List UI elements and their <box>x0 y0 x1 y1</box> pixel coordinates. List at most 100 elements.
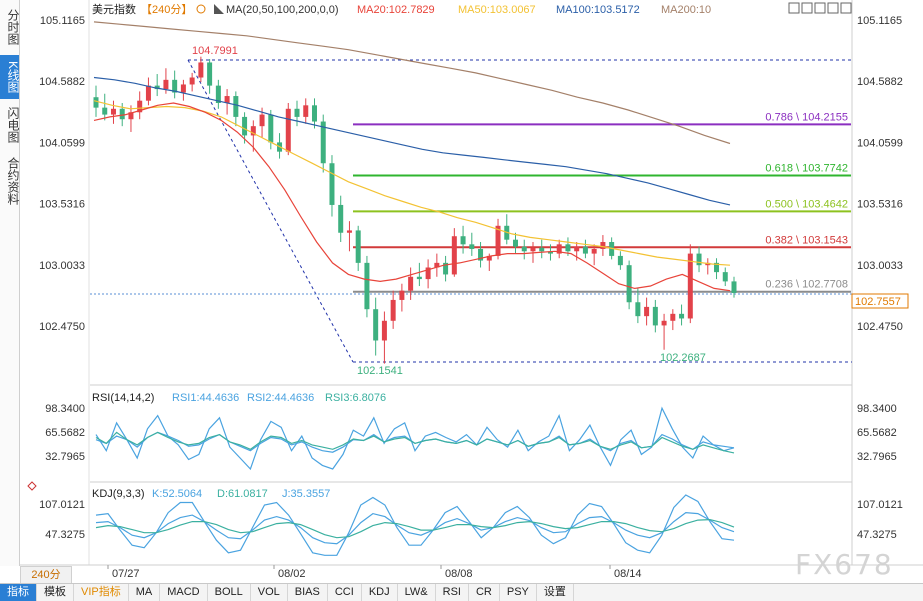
candle-body <box>652 306 658 326</box>
candle-body <box>119 108 125 120</box>
indicator-tab-9[interactable]: KDJ <box>362 584 398 601</box>
price-axis-left-label: 103.5316 <box>39 199 85 211</box>
candle-body <box>670 313 676 321</box>
candle-body <box>93 97 99 108</box>
price-axis-left-label: 105.1165 <box>40 15 85 27</box>
kdj-k-line <box>95 511 735 545</box>
ma200-line <box>93 21 731 145</box>
kdj-d-value: D:61.0817 <box>217 488 268 500</box>
candle-body <box>373 309 379 341</box>
candle-body <box>250 126 256 136</box>
date-label: 08/02 <box>278 568 306 580</box>
indicator-tab-13[interactable]: PSY <box>500 584 537 601</box>
ma100-value: MA100:103.5172 <box>556 4 640 16</box>
indicator-tab-6[interactable]: VOL <box>251 584 288 601</box>
candle-body <box>320 121 326 164</box>
indicator-tab-2[interactable]: VIP指标 <box>74 584 129 601</box>
candle-body <box>635 302 641 317</box>
candle-body <box>451 236 457 275</box>
indicator-tab-8[interactable]: CCI <box>328 584 362 601</box>
candle-body <box>617 255 623 266</box>
candle-body <box>355 230 361 263</box>
candle-body <box>687 253 693 319</box>
indicator-tab-12[interactable]: CR <box>469 584 500 601</box>
fib-label-3: 0.382 \ 103.1543 <box>765 234 848 246</box>
indicator-tab-10[interactable]: LW& <box>398 584 436 601</box>
rsi-axis-left-label: 32.7965 <box>45 451 85 463</box>
zoom-in-icon[interactable] <box>788 2 800 14</box>
candle-body <box>469 244 475 249</box>
period-selector[interactable]: 240分 <box>20 566 72 584</box>
high-annotation: 104.7991 <box>192 45 238 57</box>
symbol-name: 美元指数 <box>92 2 136 16</box>
candle-body <box>661 320 667 326</box>
chart-canvas[interactable]: 105.1165 105.1165 104.5882 104.5882 104.0599… <box>0 0 923 583</box>
candle-body <box>338 204 344 233</box>
ma50-value: MA50:103.0067 <box>458 4 536 16</box>
prev-icon[interactable] <box>827 2 839 14</box>
indicator-tab-14[interactable]: 设置 <box>537 584 574 601</box>
price-axis-right-label: 104.5882 <box>857 76 903 88</box>
ma100-line <box>93 76 731 206</box>
indicator-tab-7[interactable]: BIAS <box>288 584 328 601</box>
fib-label-0: 0.786 \ 104.2155 <box>765 111 848 123</box>
indicator-tab-3[interactable]: MA <box>129 584 161 601</box>
candle-body <box>102 107 108 115</box>
candle-body <box>329 163 335 205</box>
side-tab-bar: 分时图 K线图闪电图合约资料 <box>0 0 20 566</box>
rsi-axis-left-label: 65.5682 <box>45 427 85 439</box>
indicator-tab-11[interactable]: RSI <box>436 584 469 601</box>
candle-body <box>416 276 422 280</box>
fib-label-4: 0.236 \ 102.7708 <box>765 279 848 291</box>
candle-body <box>145 85 151 101</box>
candle-body <box>154 85 160 90</box>
fib-label-2: 0.500 \ 103.4642 <box>765 198 848 210</box>
zoom-out-icon[interactable] <box>801 2 813 14</box>
side-tab-2[interactable]: 闪电图 <box>6 107 20 143</box>
kdj-label: KDJ(9,3,3) <box>92 488 145 500</box>
next-icon[interactable] <box>840 2 852 14</box>
indicator-tab-5[interactable]: BOLL <box>208 584 251 601</box>
candle-body <box>539 247 545 252</box>
candle-body <box>189 77 195 85</box>
candle-body <box>268 114 274 143</box>
indicator-tab-4[interactable]: MACD <box>160 584 208 601</box>
candle-body <box>198 62 204 78</box>
kdj-axis-right-label: 47.3275 <box>857 529 897 541</box>
side-tab-3[interactable]: 合约资料 <box>6 157 20 205</box>
candle-body <box>722 272 728 282</box>
ma-label: MA(20,50,100,200,0,0) <box>226 4 339 16</box>
candle-body <box>679 313 685 319</box>
candle-body <box>408 276 414 291</box>
period-label: 【240分】 <box>141 3 192 16</box>
candle-body <box>425 267 431 280</box>
candle-body <box>285 108 291 152</box>
side-tab-1[interactable]: K线图 <box>0 55 20 99</box>
kdj-axis-right-label: 107.0121 <box>857 499 903 511</box>
kdj-j-value: J:35.3557 <box>282 488 330 500</box>
candle-body <box>609 242 615 256</box>
candle-body <box>399 290 405 300</box>
candle-body <box>364 262 370 310</box>
indicator-tab-bar: 指标 模板 VIP指标 MA MACD BOLL VOL BIAS CCI KDJ LW& RSI CR… <box>0 583 923 601</box>
low2-annotation: 102.2687 <box>660 352 706 364</box>
kdj-d-line <box>95 518 735 539</box>
candle-body <box>521 246 527 252</box>
price-axis-right-label: 105.1165 <box>857 15 902 27</box>
kdj-settings-icon <box>27 481 37 491</box>
rsi-axis-right-label: 65.5682 <box>857 427 897 439</box>
kdj-axis-left-label: 47.3275 <box>45 529 85 541</box>
side-tab-0[interactable]: 分时图 <box>6 9 20 45</box>
candle-body <box>390 299 396 321</box>
price-axis-right-label: 104.0599 <box>857 137 903 149</box>
indicator-tab-1[interactable]: 模板 <box>37 584 74 601</box>
rsi1-value: RSI1:44.4636 <box>172 392 239 404</box>
price-axis-right-label: 102.4750 <box>857 321 903 333</box>
indicator-tab-0[interactable]: 指标 <box>0 584 37 601</box>
candle-body <box>110 108 116 115</box>
price-axis-left-label: 103.0033 <box>39 260 85 272</box>
candle-body <box>137 100 143 113</box>
fit-icon[interactable] <box>814 2 826 14</box>
candle-body <box>626 265 632 303</box>
candle-body <box>486 255 492 261</box>
